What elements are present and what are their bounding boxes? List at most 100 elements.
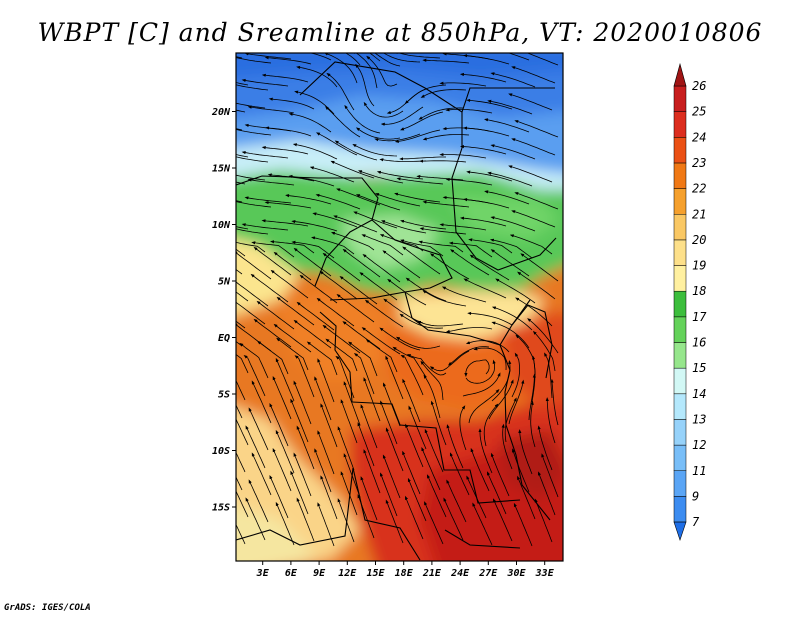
streamline	[236, 129, 272, 136]
streamline	[490, 144, 536, 160]
streamline	[268, 97, 315, 110]
streamline	[511, 448, 530, 493]
streamline	[404, 84, 447, 105]
streamline	[311, 236, 355, 255]
streamline	[241, 223, 289, 231]
streamline	[355, 194, 401, 211]
streamline	[253, 318, 292, 348]
streamline	[419, 159, 467, 163]
streamline	[441, 286, 487, 303]
streamline	[405, 423, 424, 468]
streamline	[422, 290, 467, 307]
streamline	[314, 448, 332, 493]
streamline	[236, 84, 269, 91]
streamline	[421, 447, 441, 491]
streamline	[381, 220, 427, 234]
streamline	[320, 475, 338, 520]
streamline	[239, 342, 269, 379]
streamline	[251, 380, 272, 424]
streamline	[376, 170, 424, 180]
colorbar-label: 21	[692, 207, 706, 221]
streamline	[309, 166, 355, 183]
streamline	[439, 223, 487, 231]
streamline	[293, 247, 332, 277]
streamline	[509, 234, 553, 255]
streamline	[491, 321, 530, 349]
streamline	[534, 498, 553, 543]
streamline	[470, 447, 490, 492]
streamline	[382, 454, 401, 499]
streamline	[236, 174, 266, 181]
streamline	[424, 428, 444, 473]
streamline	[422, 58, 470, 64]
streamline	[445, 177, 493, 186]
streamline	[365, 339, 398, 373]
streamline	[501, 423, 513, 470]
lon-tick-label: 24E	[450, 568, 470, 579]
streamline	[526, 53, 559, 66]
streamline	[296, 497, 315, 542]
streamline	[360, 476, 378, 521]
streamline	[489, 238, 533, 259]
streamline	[429, 253, 470, 280]
streamline	[288, 112, 332, 133]
streamline	[430, 400, 447, 446]
streamline	[353, 352, 375, 395]
streamline	[236, 128, 243, 131]
streamline	[537, 425, 553, 471]
colorbar-band	[673, 188, 687, 215]
streamline	[418, 240, 464, 253]
colorbar-band	[673, 470, 687, 497]
lon-tick-label: 27E	[478, 568, 498, 579]
streamline	[331, 231, 375, 251]
streamline	[236, 226, 249, 230]
streamline	[247, 178, 295, 186]
streamline	[374, 53, 401, 67]
streamline	[407, 477, 427, 522]
streamline	[394, 192, 441, 203]
streamline	[236, 379, 246, 401]
streamline	[484, 118, 530, 133]
lon-tick-label: 3E	[256, 568, 270, 579]
streamline	[380, 472, 398, 517]
streamline	[248, 407, 269, 451]
streamline	[490, 216, 536, 232]
lat-tick-label: 5N	[218, 277, 231, 288]
streamline	[236, 269, 243, 275]
streamline	[236, 320, 246, 329]
streamline	[488, 379, 514, 420]
streamline	[272, 375, 292, 420]
colorbar-min-arrow	[673, 521, 687, 541]
streamline	[363, 101, 404, 118]
streamline	[405, 495, 424, 540]
streamline	[380, 400, 398, 445]
streamline	[257, 340, 289, 375]
streamline	[273, 323, 312, 353]
streamline	[236, 418, 249, 446]
streamline	[385, 499, 404, 544]
streamline	[261, 146, 309, 155]
streamline	[400, 354, 424, 396]
lat-tick-label: 10S	[212, 446, 230, 457]
streamline	[511, 210, 556, 228]
streamline	[285, 194, 332, 205]
streamline	[473, 347, 507, 371]
latitude-axis: 20N 15N 10N 5N EQ 5S 10S 15S	[211, 107, 236, 514]
streamline	[322, 252, 361, 282]
streamline	[439, 81, 487, 87]
streamline	[544, 352, 553, 399]
streamline	[465, 359, 496, 384]
colorbar-label: 12	[692, 438, 706, 452]
streamline	[380, 106, 424, 126]
streamline	[261, 73, 309, 83]
streamline	[511, 352, 521, 398]
streamline	[344, 104, 381, 134]
streamline	[236, 82, 249, 86]
streamline	[293, 319, 332, 349]
streamline	[400, 111, 444, 131]
streamline	[265, 126, 312, 137]
colorbar-band	[673, 265, 687, 292]
streamline	[478, 428, 493, 474]
streamline	[379, 327, 421, 351]
streamline	[463, 278, 507, 299]
